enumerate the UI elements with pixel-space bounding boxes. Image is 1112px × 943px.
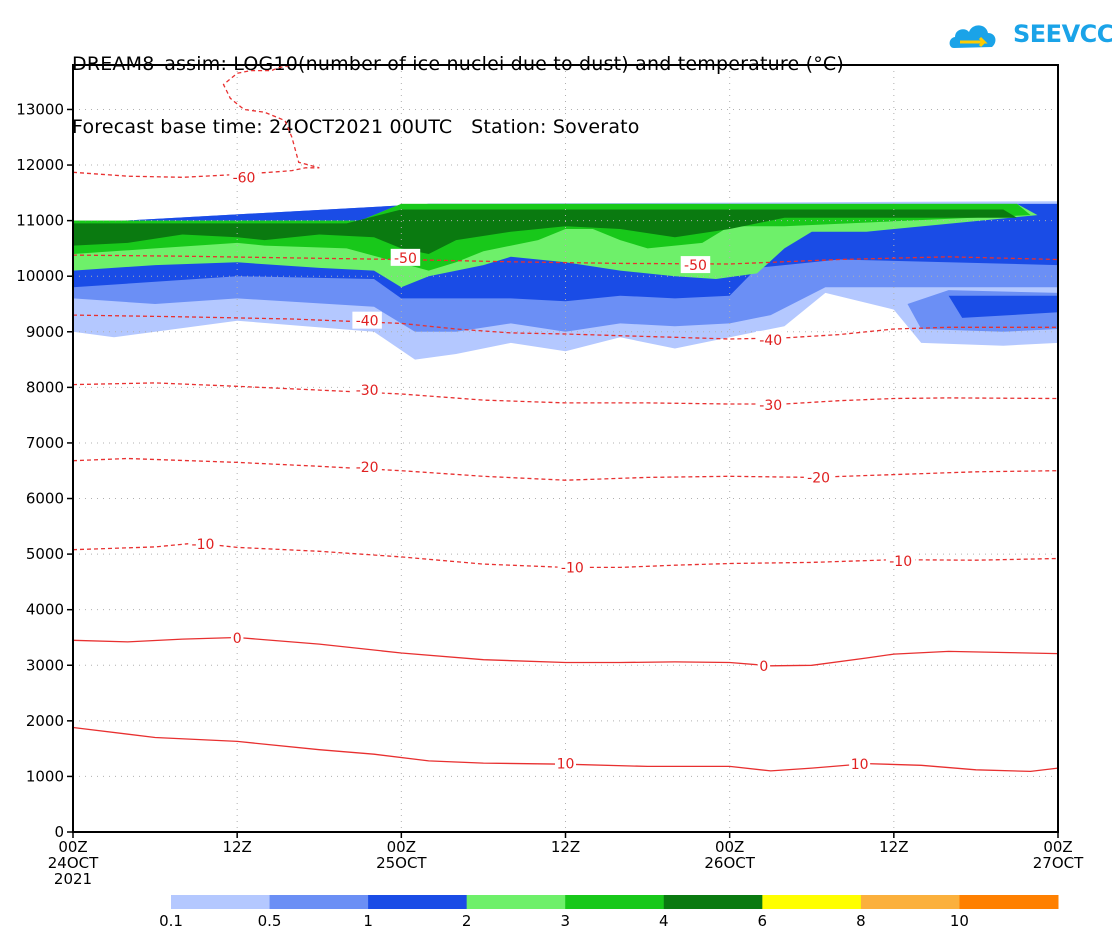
x-tick-label: 12Z xyxy=(222,838,251,856)
temperature-label-bg xyxy=(229,168,259,186)
temperature-label-bg xyxy=(188,535,218,553)
temperature-label-bg xyxy=(555,754,576,772)
colorbar-label: 6 xyxy=(758,912,768,930)
x-tick-label: 00Z xyxy=(715,838,744,856)
temperature-contour xyxy=(73,254,1058,265)
plot-frame xyxy=(72,64,1059,833)
colorbar-label: 4 xyxy=(659,912,669,930)
colorbar-swatch xyxy=(269,895,369,909)
x-tick-date: 25OCT xyxy=(376,854,427,872)
y-tick-label: 9000 xyxy=(26,323,64,341)
seevccc-logo: SEEVCCC xyxy=(946,14,1112,58)
colorbar-label: 0.5 xyxy=(258,912,282,930)
y-tick-label: 4000 xyxy=(26,601,64,619)
cloud-icon xyxy=(949,25,996,48)
temperature-label: -60 xyxy=(233,170,256,186)
temperature-label: -20 xyxy=(807,470,830,486)
y-tick-label: 10000 xyxy=(16,267,64,285)
temperature-label-layer: -60 -50 -50 -40 -40 -30 -30 -20 -20 -10 -10 -10 0 0 10… xyxy=(188,168,916,773)
temperature-contour xyxy=(73,457,1058,481)
temperature-label-bg xyxy=(390,248,421,266)
temperature-label: 10 xyxy=(557,757,575,773)
dust-band-3 xyxy=(73,203,1031,271)
colorbar-swatch xyxy=(171,895,271,909)
colorbar-label: 10 xyxy=(950,912,969,930)
temperature-contour xyxy=(73,314,1058,340)
temperature-label: -10 xyxy=(561,560,584,576)
colorbar-label: 2 xyxy=(462,912,472,930)
y-tick-label: 0 xyxy=(54,823,64,841)
y-tick-label: 7000 xyxy=(26,434,64,452)
colorbar-swatch xyxy=(466,895,566,909)
x-tick-label: 00Z xyxy=(58,838,87,856)
grid-layer xyxy=(73,65,1058,832)
y-tick-label: 3000 xyxy=(26,656,64,674)
temperature-label: -10 xyxy=(889,554,912,570)
colorbar-swatch xyxy=(565,895,665,909)
colorbar-swatch xyxy=(762,895,862,909)
chart-title-line2: Forecast base time: 24OCT2021 00UTC Stat… xyxy=(72,116,640,138)
temperature-label: -40 xyxy=(759,333,782,349)
y-tick-label: 13000 xyxy=(16,100,64,118)
x-tick-year: 2021 xyxy=(54,870,92,888)
temperature-label: -50 xyxy=(394,251,417,267)
temperature-contour xyxy=(73,636,1058,667)
temperature-label-bg xyxy=(557,558,588,576)
x-tick-date: 26OCT xyxy=(704,854,755,872)
x-tick-date: 27OCT xyxy=(1033,854,1084,872)
y-tick-label: 11000 xyxy=(16,212,64,230)
x-tick-label: 00Z xyxy=(1043,838,1072,856)
temperature-label-bg xyxy=(352,381,382,399)
dust-band-1b xyxy=(948,295,1058,318)
colorbar-swatch xyxy=(368,895,468,909)
colorbar-swatch xyxy=(959,895,1059,909)
temperature-label-bg xyxy=(680,256,711,274)
y-tick-label: 8000 xyxy=(26,378,64,396)
colorbar-label: 1 xyxy=(363,912,373,930)
temperature-label: -30 xyxy=(759,398,782,414)
temperature-label-bg xyxy=(885,551,916,569)
temperature-label-bg xyxy=(755,396,786,414)
temperature-label: 10 xyxy=(851,757,869,773)
temperature-label: -50 xyxy=(684,258,707,274)
temperature-label-bg xyxy=(755,331,786,349)
temperature-label: -10 xyxy=(192,537,215,553)
y-tick-label: 5000 xyxy=(26,545,64,563)
temperature-label-bg xyxy=(849,755,871,773)
y-tick-label: 1000 xyxy=(26,767,64,785)
temperature-label: -40 xyxy=(356,314,379,330)
temperature-contour xyxy=(73,726,1058,773)
colorbar-label: 8 xyxy=(856,912,866,930)
x-tick-label: 12Z xyxy=(551,838,580,856)
colorbar-label: 0.1 xyxy=(159,912,183,930)
logo-text: SEEVCCC xyxy=(1013,20,1112,48)
x-tick-label: 00Z xyxy=(387,838,416,856)
y-tick-label: 6000 xyxy=(26,490,64,508)
colorbar-swatch xyxy=(860,895,960,909)
y-axis: 0 1000 2000 3000 4000 5000 6000 7000 8000 9000 100… xyxy=(16,100,73,841)
temperature-label: 0 xyxy=(233,631,242,647)
temperature-label-bg xyxy=(230,629,244,647)
colorbar: 0.1 0.5 1 2 3 4 6 8 10 xyxy=(159,895,1059,930)
temperature-contour xyxy=(73,382,1058,405)
temperature-label: 0 xyxy=(759,659,768,675)
temperature-label-bg xyxy=(757,656,771,674)
dust-band-4 xyxy=(73,209,1017,254)
temperature-contour xyxy=(73,65,320,178)
temperature-label-bg xyxy=(352,311,382,329)
temperature-label-bg xyxy=(352,457,382,475)
y-tick-label: 2000 xyxy=(26,712,64,730)
y-tick-label: 12000 xyxy=(16,156,64,174)
x-tick-date: 24OCT xyxy=(48,854,99,872)
colorbar-swatch xyxy=(663,895,763,909)
temperature-label: -30 xyxy=(356,383,379,399)
x-tick-label: 12Z xyxy=(879,838,908,856)
temperature-label: -20 xyxy=(356,460,379,476)
colorbar-label: 3 xyxy=(560,912,570,930)
temperature-label-bg xyxy=(803,468,834,486)
